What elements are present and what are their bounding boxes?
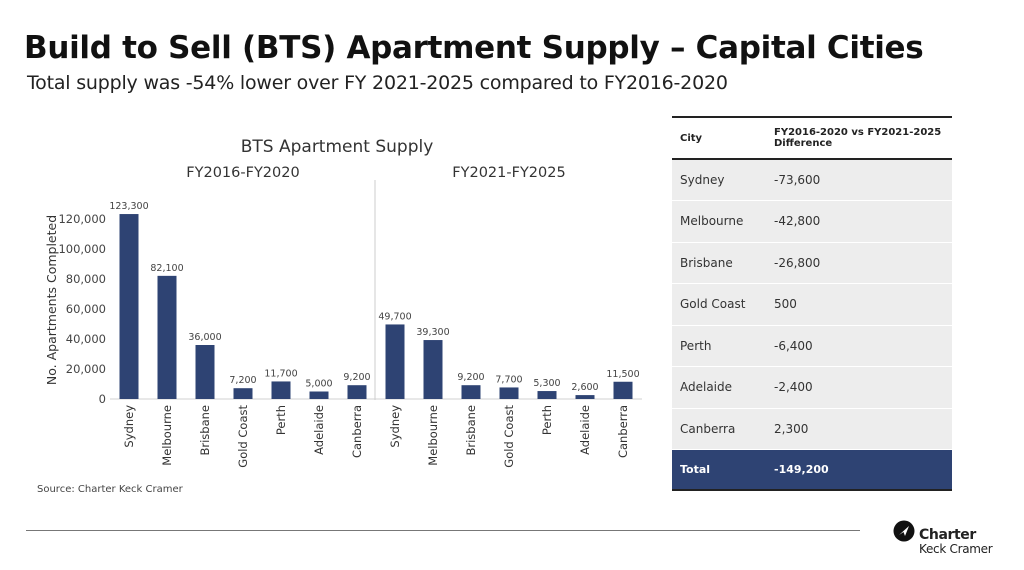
bts-supply-chart: BTS Apartment Supply No. Apartments Compl… [44,137,642,468]
bar [385,324,405,399]
table-cell-difference: 500 [766,283,952,326]
y-tick-label: 60,000 [66,302,106,316]
table-header-city: City [672,116,766,160]
data-label: 39,300 [416,327,449,338]
chart-title: BTS Apartment Supply [241,137,434,157]
table-cell-city: Sydney [672,159,766,201]
bar [233,388,253,399]
table-row: Gold Coast 500 [672,283,952,326]
y-tick-label: 20,000 [66,362,106,376]
table-header-difference-line1: FY2016-2020 vs FY2021-2025 [774,127,942,138]
y-axis-label: No. Apartments Completed [44,215,59,385]
x-tick-label: Brisbane [464,405,478,456]
panel-title: FY2016-FY2020 [186,165,299,181]
data-label: 9,200 [343,372,370,383]
data-label: 9,200 [457,372,484,383]
bar [461,385,481,399]
logo-mark-icon [893,520,915,542]
x-tick-label: Melbourne [426,405,440,466]
logo-text-keck-cramer: Keck Cramer [919,542,993,556]
table-cell-city: Perth [672,325,766,367]
y-tick-label: 0 [99,392,106,406]
difference-table: City FY2016-2020 vs FY2021-2025 Differen… [672,116,952,491]
y-tick-label: 40,000 [66,332,106,346]
table-row: Sydney -73,600 [672,159,952,201]
data-label: 2,600 [571,382,598,393]
x-tick-label: Gold Coast [236,405,250,468]
table-header-difference-line2: Difference [774,138,833,149]
y-tick-label: 80,000 [66,272,106,286]
x-tick-label: Sydney [388,405,402,448]
table-cell-difference: -42,800 [766,200,952,243]
data-label: 11,500 [606,369,639,380]
x-tick-label: Canberra [350,405,364,458]
table-header-row: City FY2016-2020 vs FY2021-2025 Differen… [672,116,952,160]
charter-keck-cramer-logo: Charter Keck Cramer [893,520,1003,560]
table-row: Brisbane -26,800 [672,242,952,284]
table-total-value: -149,200 [766,449,952,491]
data-label: 5,300 [533,378,560,389]
bar [195,345,215,399]
panel-title: FY2021-FY2025 [452,165,565,181]
bar [537,391,557,399]
bar [309,391,329,399]
table-cell-city: Gold Coast [672,283,766,326]
source-note: Source: Charter Keck Cramer [37,484,183,495]
table-cell-difference: 2,300 [766,408,952,450]
bar [347,385,367,399]
data-label: 7,200 [229,375,256,386]
x-tick-label: Adelaide [312,405,326,455]
bar [423,340,443,399]
data-label: 5,000 [305,379,332,390]
bar [613,381,633,399]
data-label: 123,300 [109,201,148,212]
x-tick-label: Melbourne [160,405,174,466]
x-tick-label: Canberra [616,405,630,458]
y-tick-label: 120,000 [58,212,106,226]
table-header-difference: FY2016-2020 vs FY2021-2025 Difference [766,116,952,160]
data-label: 36,000 [188,332,221,343]
page-subtitle: Total supply was -54% lower over FY 2021… [27,72,728,94]
table-cell-difference: -26,800 [766,242,952,284]
data-label: 49,700 [378,311,411,322]
table-row: Perth -6,400 [672,325,952,367]
x-tick-label: Gold Coast [502,405,516,468]
table-cell-difference: -2,400 [766,366,952,409]
table-total-row: Total -149,200 [672,449,952,491]
y-tick-label: 100,000 [58,242,106,256]
data-label: 11,700 [264,368,297,379]
data-label: 7,700 [495,374,522,385]
table-row: Adelaide -2,400 [672,366,952,409]
logo-text-charter: Charter [919,527,976,543]
table-row: Melbourne -42,800 [672,200,952,243]
table-cell-city: Adelaide [672,366,766,409]
table-cell-city: Melbourne [672,200,766,243]
table-row: Canberra 2,300 [672,408,952,450]
table-cell-city: Brisbane [672,242,766,284]
table-cell-city: Canberra [672,408,766,450]
bar [575,395,595,399]
x-tick-label: Sydney [122,405,136,448]
x-tick-label: Adelaide [578,405,592,455]
table-total-label: Total [672,449,766,491]
bar [157,275,177,399]
table-cell-difference: -6,400 [766,325,952,367]
x-tick-label: Brisbane [198,405,212,456]
bar [499,387,519,399]
page-title: Build to Sell (BTS) Apartment Supply – C… [24,30,924,66]
x-tick-label: Perth [274,405,288,435]
bar [119,214,139,399]
table-cell-difference: -73,600 [766,159,952,201]
bar [271,381,291,399]
x-tick-label: Perth [540,405,554,435]
footer-divider [26,530,860,531]
data-label: 82,100 [150,263,183,274]
